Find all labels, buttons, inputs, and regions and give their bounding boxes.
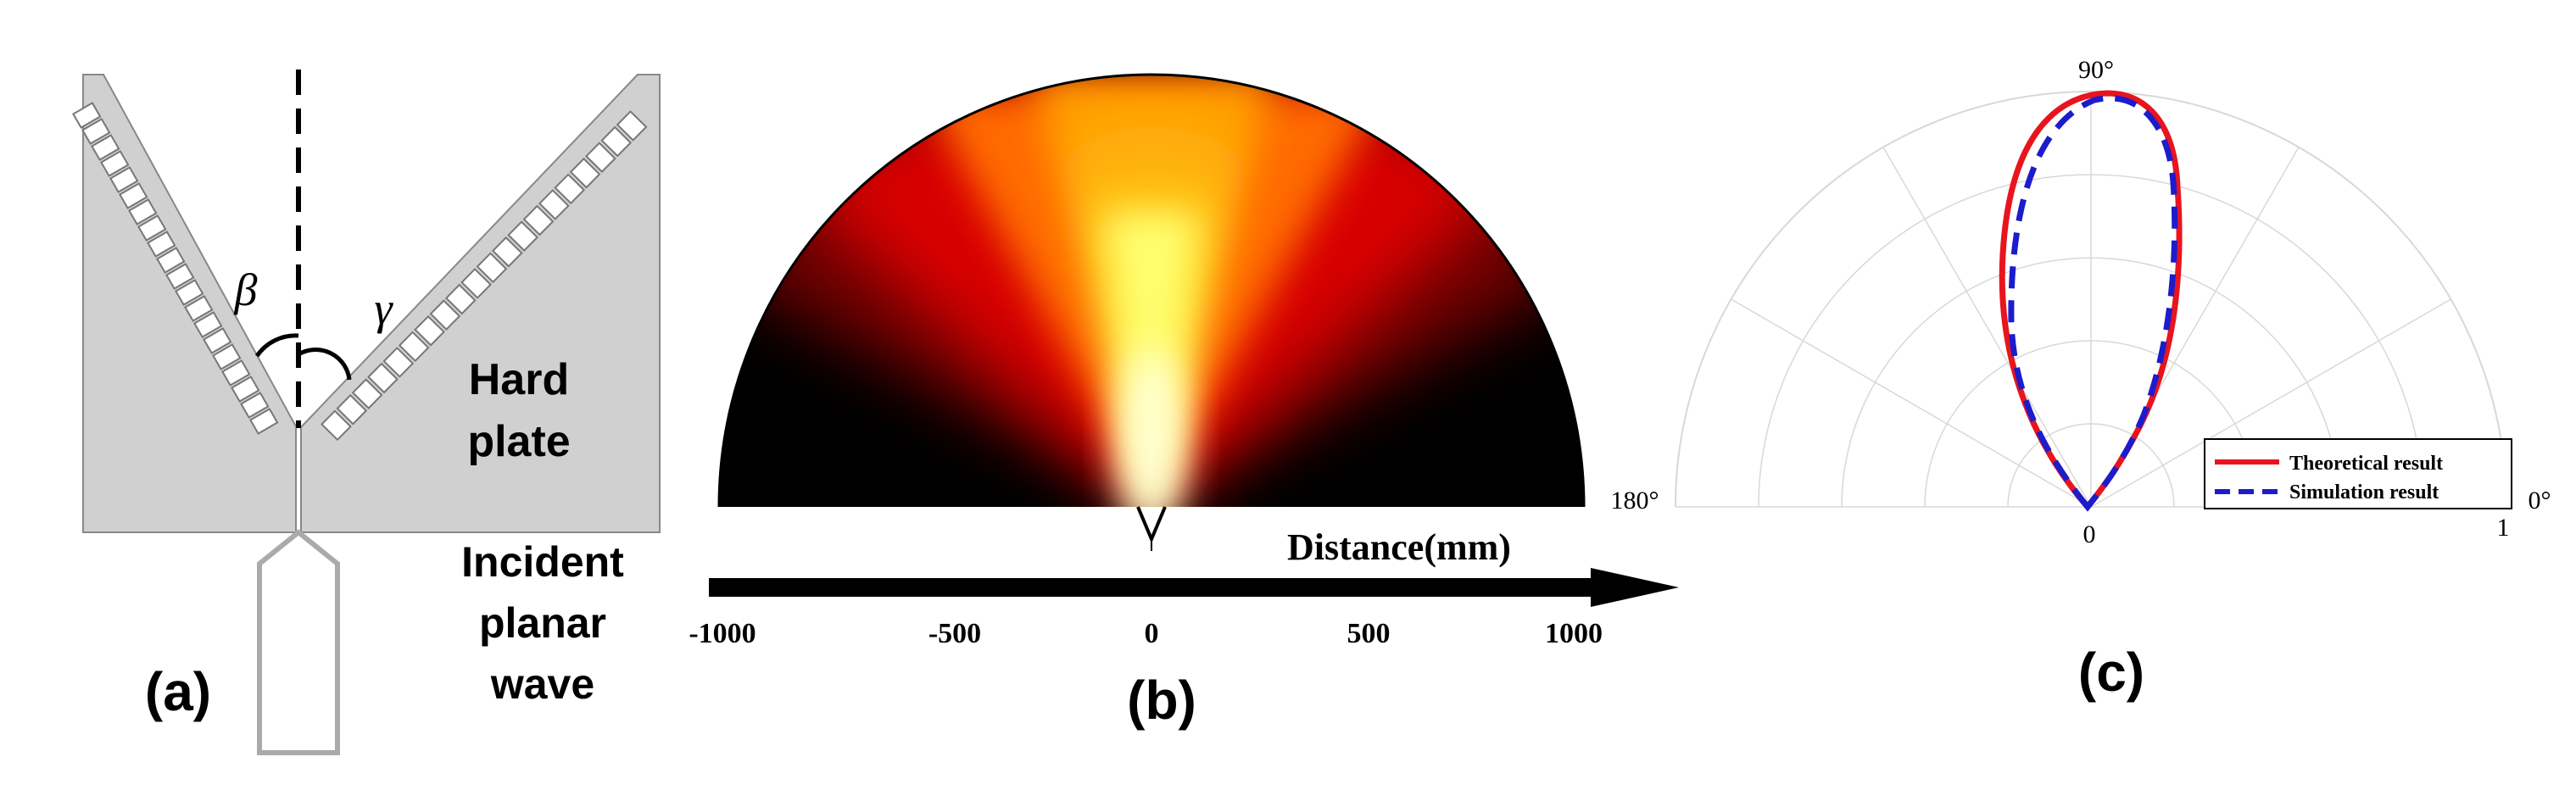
metasurface-cell: [184, 295, 214, 322]
tick-label: 500: [1347, 618, 1391, 649]
panel-a-caption: (a): [145, 661, 211, 722]
angle-label-90: 90°: [2078, 56, 2114, 84]
right-metasurface-cells: [321, 110, 648, 442]
polar-grid-spoke: [1882, 147, 2092, 508]
distance-axis-shaft: [709, 578, 1596, 597]
metasurface-cell: [119, 182, 148, 209]
metasurface-cell: [491, 236, 523, 268]
metasurface-cell: [538, 189, 570, 220]
metasurface-cell: [414, 314, 445, 347]
metasurface-cell: [100, 150, 130, 177]
polar-grid-spoke: [1731, 298, 2092, 508]
metasurface-cell: [193, 311, 223, 338]
metasurface-cell: [240, 392, 270, 419]
incident-wave-arrow: [257, 529, 340, 755]
metasurface-cell: [165, 263, 195, 290]
metasurface-cell: [72, 102, 102, 129]
metasurface-cell: [616, 110, 648, 142]
metasurface-cell: [109, 166, 139, 193]
metasurface-cell: [91, 134, 120, 161]
metasurface-cell: [398, 331, 430, 363]
metasurface-cell: [221, 359, 251, 387]
metasurface-cell: [203, 327, 232, 354]
metasurface-cell: [336, 393, 368, 426]
metasurface-cell: [429, 299, 461, 331]
angle-label-0: 0°: [2529, 487, 2551, 515]
radial-label-1: 1: [2497, 514, 2510, 542]
metasurface-cell: [351, 378, 383, 409]
tick-label: -500: [928, 618, 981, 649]
metasurface-cell: [476, 252, 508, 284]
beta-arc: [254, 333, 299, 358]
polar-grid-spoke: [2090, 298, 2451, 508]
tick-label: 1000: [1545, 618, 1603, 649]
gamma-label: γ: [374, 283, 393, 334]
panel-c-caption: (c): [2078, 642, 2144, 703]
gamma-arc: [297, 348, 352, 381]
distance-axis-arrowhead: [1591, 568, 1679, 607]
metasurface-cell: [460, 268, 492, 299]
incident-label-3: wave: [490, 660, 594, 708]
incident-label-1: Incident: [461, 538, 624, 586]
panel-b: Distance(mm) -1000 -500 0 500 1000 (b): [689, 73, 1679, 731]
metasurface-cell: [507, 220, 539, 252]
metasurface-cell: [128, 198, 158, 225]
metasurface-cell: [522, 204, 555, 236]
hard-plate-label-1: Hard: [469, 355, 569, 404]
metasurface-cell: [156, 247, 186, 274]
legend-box: [2204, 438, 2512, 509]
angle-label-180: 180°: [1611, 487, 1659, 515]
metasurface-cell: [585, 142, 616, 173]
panel-a: β γ Hard plate Incident planar wave (a): [72, 70, 661, 755]
metasurface-cell: [81, 118, 111, 145]
radial-label-0: 0: [2083, 520, 2096, 548]
beam-heatmap: [719, 75, 1584, 507]
legend-label-simulation: Simulation result: [2289, 481, 2439, 503]
metasurface-cell: [569, 157, 601, 189]
legend-label-theoretical: Theoretical result: [2289, 453, 2443, 475]
metasurface-cell: [367, 362, 399, 394]
metasurface-cell: [249, 408, 279, 435]
metasurface-cell: [554, 173, 586, 205]
metasurface-cell: [212, 343, 242, 370]
panel-c: 90° 180° 0° 0 1 Theoretical result Simul…: [1611, 56, 2551, 703]
metasurface-cell: [231, 376, 260, 403]
beta-label: β: [234, 264, 258, 315]
metasurface-cell: [321, 409, 352, 442]
tick-label: -1000: [689, 618, 756, 649]
metasurface-cell: [444, 283, 477, 315]
tick-label: 0: [1145, 618, 1159, 649]
metasurface-cell: [147, 231, 176, 258]
metasurface-cell: [382, 347, 415, 378]
metasurface-cell: [175, 279, 204, 306]
metasurface-cell: [137, 214, 167, 242]
hard-plate-label-2: plate: [467, 417, 570, 466]
panel-b-caption: (b): [1127, 670, 1196, 731]
simulation-lobe: [2008, 95, 2178, 512]
center-slit: [296, 428, 301, 532]
legend: Theoretical result Simulation result: [2204, 438, 2512, 509]
distance-axis-label: Distance(mm): [1287, 526, 1511, 568]
half-disk-outline: [717, 73, 1586, 508]
source-v-mark: [1136, 506, 1167, 544]
incident-label-2: planar: [479, 599, 606, 647]
left-metasurface-cells: [72, 102, 279, 435]
metasurface-cell: [600, 125, 633, 158]
